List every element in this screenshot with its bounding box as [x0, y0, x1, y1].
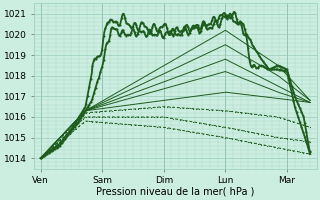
X-axis label: Pression niveau de la mer( hPa ): Pression niveau de la mer( hPa ) [96, 187, 254, 197]
